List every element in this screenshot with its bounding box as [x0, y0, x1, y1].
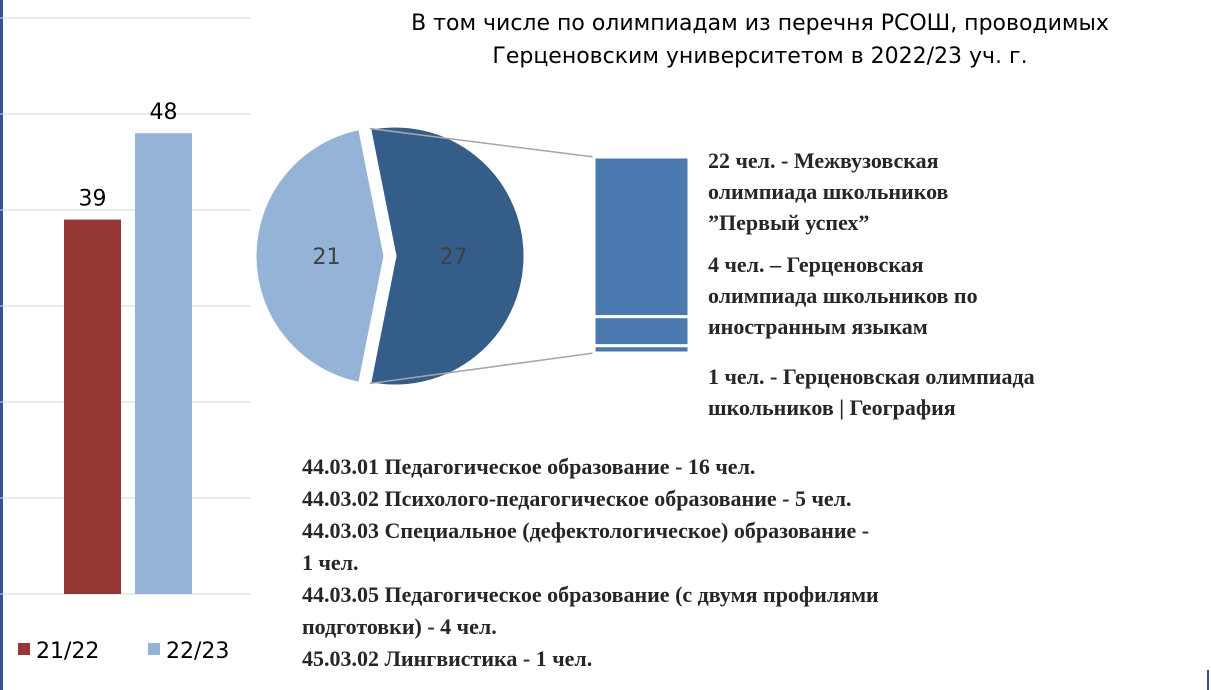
breakdown-label: олимпиада школьников по [708, 283, 978, 308]
program-line: 44.03.02 Психолого-педагогическое образо… [302, 486, 852, 511]
left-border [0, 0, 3, 690]
program-line: подготовки) - 4 чел. [302, 614, 497, 639]
pie-label: 21 [313, 245, 341, 270]
chart-title: В том числе по олимпиадам из перечня РСО… [411, 11, 1109, 36]
chart-title: Герценовским университетом в 2022/23 уч.… [492, 44, 1027, 69]
breakdown-label: 4 чел. – Герценовская [708, 252, 924, 277]
bar [135, 133, 192, 594]
breakdown-label: школьников | География [708, 395, 956, 420]
breakdown-label: ”Первый успех” [708, 210, 869, 235]
pie-slice [367, 124, 527, 388]
corner-mark [1207, 670, 1209, 690]
pie-slice [253, 126, 387, 386]
program-line: 44.03.03 Специальное (дефектологическое)… [302, 518, 869, 543]
data-label: 48 [150, 100, 178, 125]
legend-label: 21/22 [36, 639, 99, 664]
connector [369, 127, 595, 158]
breakdown-label: 1 чел. - Герценовская олимпиада [708, 364, 1035, 389]
program-line: 44.03.05 Педагогическое образование (с д… [302, 582, 879, 607]
breakdown-segment [592, 344, 691, 355]
program-line: 44.03.01 Педагогическое образование - 16… [302, 454, 755, 479]
breakdown-label: иностранным языкам [708, 314, 928, 339]
breakdown-segment [592, 155, 691, 319]
pie-label: 27 [440, 245, 468, 270]
program-line: 1 чел. [302, 550, 359, 575]
breakdown-segment [592, 315, 691, 348]
legend-swatch [148, 643, 160, 655]
legend-swatch [18, 643, 30, 655]
program-line: 45.03.02 Лингвистика - 1 чел. [302, 646, 592, 671]
data-label: 39 [79, 187, 107, 212]
legend-label: 22/23 [166, 639, 229, 664]
bar [64, 219, 121, 594]
breakdown-label: олимпиада школьников [708, 179, 949, 204]
breakdown-label: 22 чел. - Межвузовская [708, 148, 939, 173]
connector [369, 352, 595, 385]
